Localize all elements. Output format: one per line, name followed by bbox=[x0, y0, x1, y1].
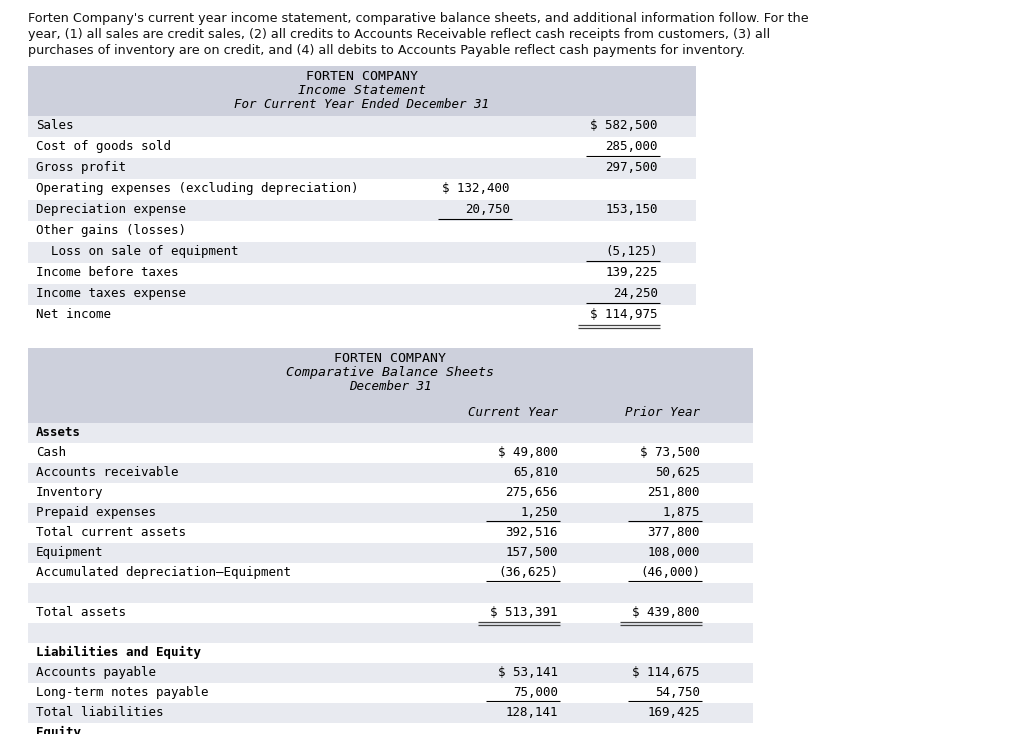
Text: December 31: December 31 bbox=[349, 380, 431, 393]
Text: Net income: Net income bbox=[36, 308, 111, 321]
Bar bbox=[28, 463, 753, 483]
Bar bbox=[28, 348, 753, 423]
Bar bbox=[28, 583, 753, 603]
Text: 139,225: 139,225 bbox=[605, 266, 658, 279]
Text: 1,875: 1,875 bbox=[663, 506, 700, 519]
Text: Comparative Balance Sheets: Comparative Balance Sheets bbox=[286, 366, 494, 379]
Text: Total liabilities: Total liabilities bbox=[36, 706, 164, 719]
Text: 251,800: 251,800 bbox=[647, 486, 700, 499]
Bar bbox=[28, 703, 753, 723]
Bar bbox=[28, 221, 696, 242]
Text: FORTEN COMPANY: FORTEN COMPANY bbox=[334, 352, 446, 365]
Text: Equipment: Equipment bbox=[36, 546, 103, 559]
Text: 153,150: 153,150 bbox=[605, 203, 658, 216]
Text: $ 73,500: $ 73,500 bbox=[640, 446, 700, 459]
Text: (46,000): (46,000) bbox=[640, 566, 700, 579]
Text: Depreciation expense: Depreciation expense bbox=[36, 203, 186, 216]
Text: 50,625: 50,625 bbox=[655, 466, 700, 479]
Text: Operating expenses (excluding depreciation): Operating expenses (excluding depreciati… bbox=[36, 182, 358, 195]
Text: Forten Company's current year income statement, comparative balance sheets, and : Forten Company's current year income sta… bbox=[28, 12, 809, 25]
Text: $ 132,400: $ 132,400 bbox=[442, 182, 510, 195]
Text: 24,250: 24,250 bbox=[613, 287, 658, 300]
Bar bbox=[28, 443, 753, 463]
Bar bbox=[28, 242, 696, 263]
Text: $ 49,800: $ 49,800 bbox=[498, 446, 558, 459]
Text: 297,500: 297,500 bbox=[605, 161, 658, 174]
Text: year, (1) all sales are credit sales, (2) all credits to Accounts Receivable ref: year, (1) all sales are credit sales, (2… bbox=[28, 28, 770, 41]
Text: 75,000: 75,000 bbox=[513, 686, 558, 699]
Text: Income before taxes: Income before taxes bbox=[36, 266, 178, 279]
Bar bbox=[28, 663, 753, 683]
Bar bbox=[28, 683, 753, 703]
Text: Equity: Equity bbox=[36, 726, 81, 734]
Text: $ 114,675: $ 114,675 bbox=[633, 666, 700, 679]
Bar bbox=[28, 116, 696, 137]
Text: Inventory: Inventory bbox=[36, 486, 103, 499]
Bar bbox=[28, 200, 696, 221]
Text: Long-term notes payable: Long-term notes payable bbox=[36, 686, 209, 699]
Text: Gross profit: Gross profit bbox=[36, 161, 126, 174]
Text: 54,750: 54,750 bbox=[655, 686, 700, 699]
Bar bbox=[28, 723, 753, 734]
Text: Loss on sale of equipment: Loss on sale of equipment bbox=[36, 245, 239, 258]
Text: For Current Year Ended December 31: For Current Year Ended December 31 bbox=[234, 98, 489, 111]
Text: 392,516: 392,516 bbox=[506, 526, 558, 539]
Text: $ 53,141: $ 53,141 bbox=[498, 666, 558, 679]
Text: Accounts payable: Accounts payable bbox=[36, 666, 156, 679]
Text: 1,250: 1,250 bbox=[520, 506, 558, 519]
Bar bbox=[28, 284, 696, 305]
Bar bbox=[28, 305, 696, 326]
Text: $ 114,975: $ 114,975 bbox=[591, 308, 658, 321]
Text: Total current assets: Total current assets bbox=[36, 526, 186, 539]
Bar bbox=[28, 483, 753, 503]
Text: 169,425: 169,425 bbox=[647, 706, 700, 719]
Text: Sales: Sales bbox=[36, 119, 74, 132]
Text: purchases of inventory are on credit, and (4) all debits to Accounts Payable ref: purchases of inventory are on credit, an… bbox=[28, 44, 745, 57]
Text: Accumulated depreciation–Equipment: Accumulated depreciation–Equipment bbox=[36, 566, 291, 579]
Text: 275,656: 275,656 bbox=[506, 486, 558, 499]
Text: 128,141: 128,141 bbox=[506, 706, 558, 719]
Text: Income Statement: Income Statement bbox=[298, 84, 426, 97]
Text: 108,000: 108,000 bbox=[647, 546, 700, 559]
Text: $ 513,391: $ 513,391 bbox=[490, 606, 558, 619]
Text: Current Year: Current Year bbox=[468, 406, 558, 419]
Bar bbox=[28, 137, 696, 158]
Text: 285,000: 285,000 bbox=[605, 140, 658, 153]
Text: Assets: Assets bbox=[36, 426, 81, 439]
Text: Liabilities and Equity: Liabilities and Equity bbox=[36, 646, 201, 659]
Text: 20,750: 20,750 bbox=[465, 203, 510, 216]
Text: $ 582,500: $ 582,500 bbox=[591, 119, 658, 132]
Text: Prepaid expenses: Prepaid expenses bbox=[36, 506, 156, 519]
Bar bbox=[28, 563, 753, 583]
Bar bbox=[28, 503, 753, 523]
Text: 157,500: 157,500 bbox=[506, 546, 558, 559]
Text: Prior Year: Prior Year bbox=[625, 406, 700, 419]
Text: Cost of goods sold: Cost of goods sold bbox=[36, 140, 171, 153]
Text: 65,810: 65,810 bbox=[513, 466, 558, 479]
Text: (36,625): (36,625) bbox=[498, 566, 558, 579]
Bar bbox=[28, 523, 753, 543]
Bar bbox=[28, 623, 753, 643]
Text: Total assets: Total assets bbox=[36, 606, 126, 619]
Bar bbox=[28, 543, 753, 563]
Bar bbox=[28, 423, 753, 443]
Text: Cash: Cash bbox=[36, 446, 66, 459]
Bar bbox=[28, 179, 696, 200]
Text: Other gains (losses): Other gains (losses) bbox=[36, 224, 186, 237]
Bar bbox=[28, 643, 753, 663]
Bar bbox=[28, 66, 696, 116]
Text: 377,800: 377,800 bbox=[647, 526, 700, 539]
Bar bbox=[28, 263, 696, 284]
Text: (5,125): (5,125) bbox=[605, 245, 658, 258]
Text: FORTEN COMPANY: FORTEN COMPANY bbox=[306, 70, 418, 83]
Bar bbox=[28, 158, 696, 179]
Text: Income taxes expense: Income taxes expense bbox=[36, 287, 186, 300]
Text: $ 439,800: $ 439,800 bbox=[633, 606, 700, 619]
Bar bbox=[28, 603, 753, 623]
Text: Accounts receivable: Accounts receivable bbox=[36, 466, 178, 479]
